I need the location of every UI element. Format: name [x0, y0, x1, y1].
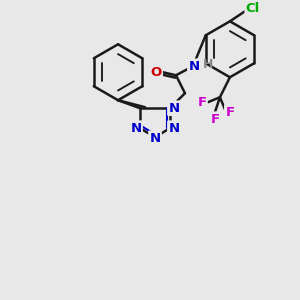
Text: N: N [188, 60, 200, 73]
Text: O: O [150, 66, 162, 79]
Text: F: F [225, 106, 235, 119]
Text: N: N [149, 132, 161, 145]
Text: F: F [210, 113, 220, 126]
Text: H: H [203, 58, 213, 71]
Text: Cl: Cl [246, 2, 260, 15]
Text: N: N [130, 122, 142, 135]
Text: N: N [168, 102, 179, 115]
Text: F: F [197, 96, 206, 109]
Text: N: N [168, 122, 179, 135]
